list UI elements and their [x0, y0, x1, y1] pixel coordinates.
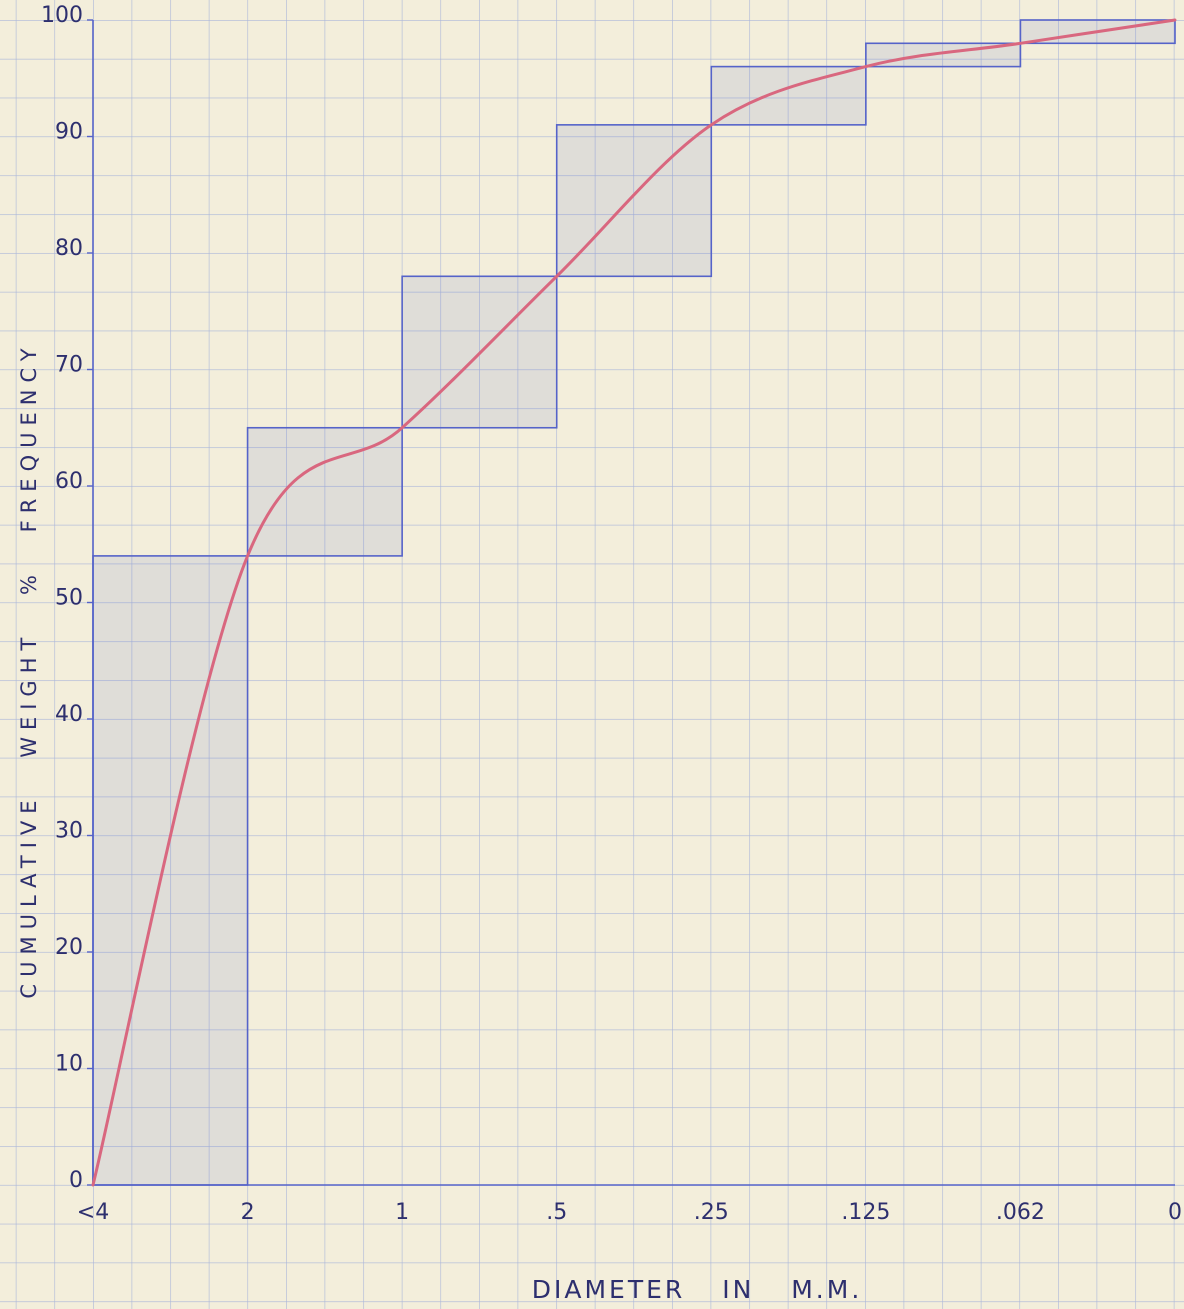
y-tick-label: 100: [41, 3, 83, 28]
increment-box: [710, 65, 867, 126]
y-tick-label: 0: [69, 1168, 83, 1193]
y-tick-label: 80: [55, 236, 83, 261]
cumulative-curve: [91, 18, 1177, 1187]
y-tick-label: 50: [55, 586, 83, 611]
y-tick-label: 60: [55, 469, 83, 494]
x-tick-label: .062: [996, 1200, 1045, 1225]
y-tick-label: 20: [55, 935, 83, 960]
y-tick-label: 90: [55, 120, 83, 145]
x-tick-label: 1: [395, 1200, 409, 1225]
x-tick-label: 2: [241, 1200, 255, 1225]
increment-box: [92, 555, 249, 1186]
y-tick-label: 70: [55, 353, 83, 378]
x-axis-title: DIAMETER IN M.M.: [532, 1275, 863, 1304]
y-tick-label: 30: [55, 819, 83, 844]
y-axis-title: CUMULATIVE WEIGHT % FREQUENCY: [17, 341, 41, 998]
y-tick-label: 10: [55, 1052, 83, 1077]
increment-box: [246, 426, 403, 557]
x-tick-label: <4: [77, 1200, 109, 1225]
y-tick-label: 40: [55, 702, 83, 727]
x-tick-label: .125: [841, 1200, 890, 1225]
x-tick-label: .25: [694, 1200, 729, 1225]
x-tick-label: .5: [546, 1200, 567, 1225]
x-tick-label: 0: [1168, 1200, 1182, 1225]
